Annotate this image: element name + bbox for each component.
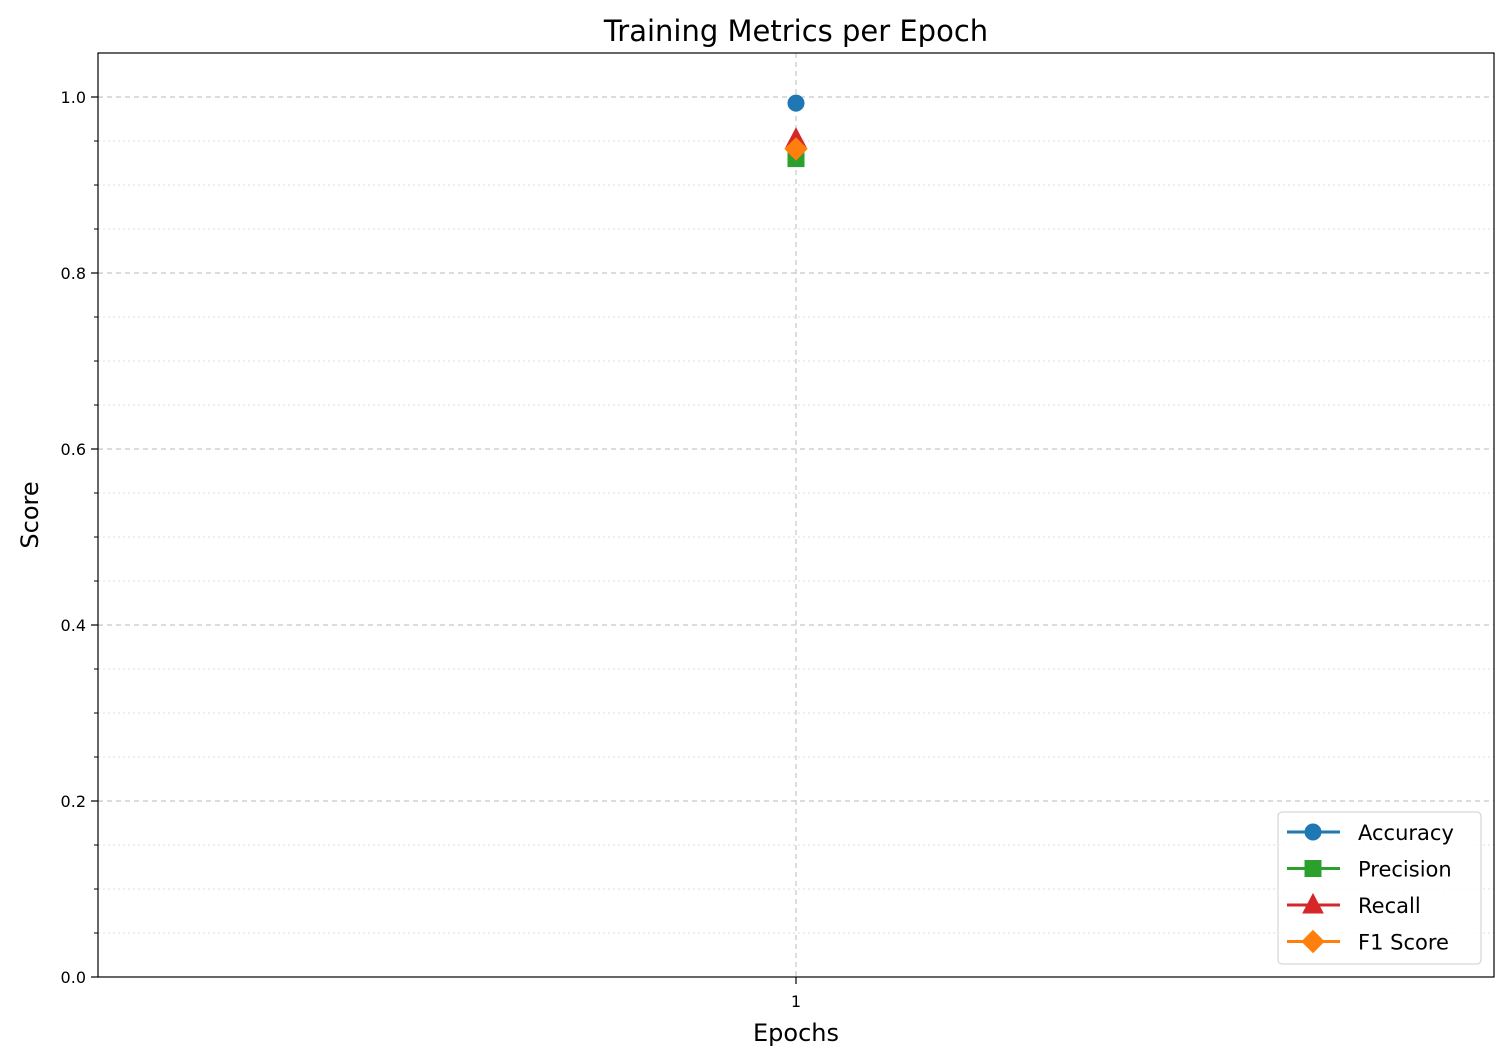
series-f1-score bbox=[784, 137, 808, 161]
legend-entry: F1 Score bbox=[1287, 929, 1449, 955]
y-tick-label: 0.4 bbox=[61, 616, 86, 635]
x-tick-label: 1 bbox=[791, 992, 801, 1011]
y-tick-label: 0.6 bbox=[61, 440, 86, 459]
legend-label: Recall bbox=[1358, 894, 1421, 918]
x-axis-title: Epochs bbox=[753, 1019, 839, 1047]
legend-entry: Precision bbox=[1287, 858, 1452, 882]
y-axis-title: Score bbox=[16, 481, 44, 548]
series-markers bbox=[784, 94, 808, 168]
legend-entry: Recall bbox=[1287, 892, 1421, 918]
data-point-diamond bbox=[784, 137, 808, 161]
legend-label: Accuracy bbox=[1358, 821, 1454, 845]
legend-entries: Accuracy Precision Recall F1 Score bbox=[1287, 821, 1454, 955]
legend-marker-square bbox=[1304, 860, 1322, 877]
data-point-circle bbox=[787, 94, 805, 112]
y-tick-label: 1.0 bbox=[61, 88, 86, 107]
y-tick-label: 0.0 bbox=[61, 968, 86, 987]
legend: Accuracy Precision Recall F1 Score bbox=[1277, 811, 1482, 965]
axis-ticks: 0.0 0.2 0.4 0.6 0.8 1.0 1 bbox=[61, 88, 802, 1011]
chart-title: Training Metrics per Epoch bbox=[603, 14, 988, 48]
y-tick-label: 0.8 bbox=[61, 264, 86, 283]
legend-box bbox=[1277, 811, 1482, 965]
legend-entry: Accuracy bbox=[1287, 821, 1454, 845]
legend-marker-circle bbox=[1304, 823, 1322, 841]
legend-label: Precision bbox=[1358, 858, 1452, 882]
legend-marker-diamond bbox=[1301, 929, 1325, 954]
legend-label: F1 Score bbox=[1358, 931, 1449, 955]
legend-marker-triangle bbox=[1302, 892, 1324, 914]
y-tick-label: 0.2 bbox=[61, 792, 86, 811]
series-accuracy bbox=[787, 94, 805, 112]
